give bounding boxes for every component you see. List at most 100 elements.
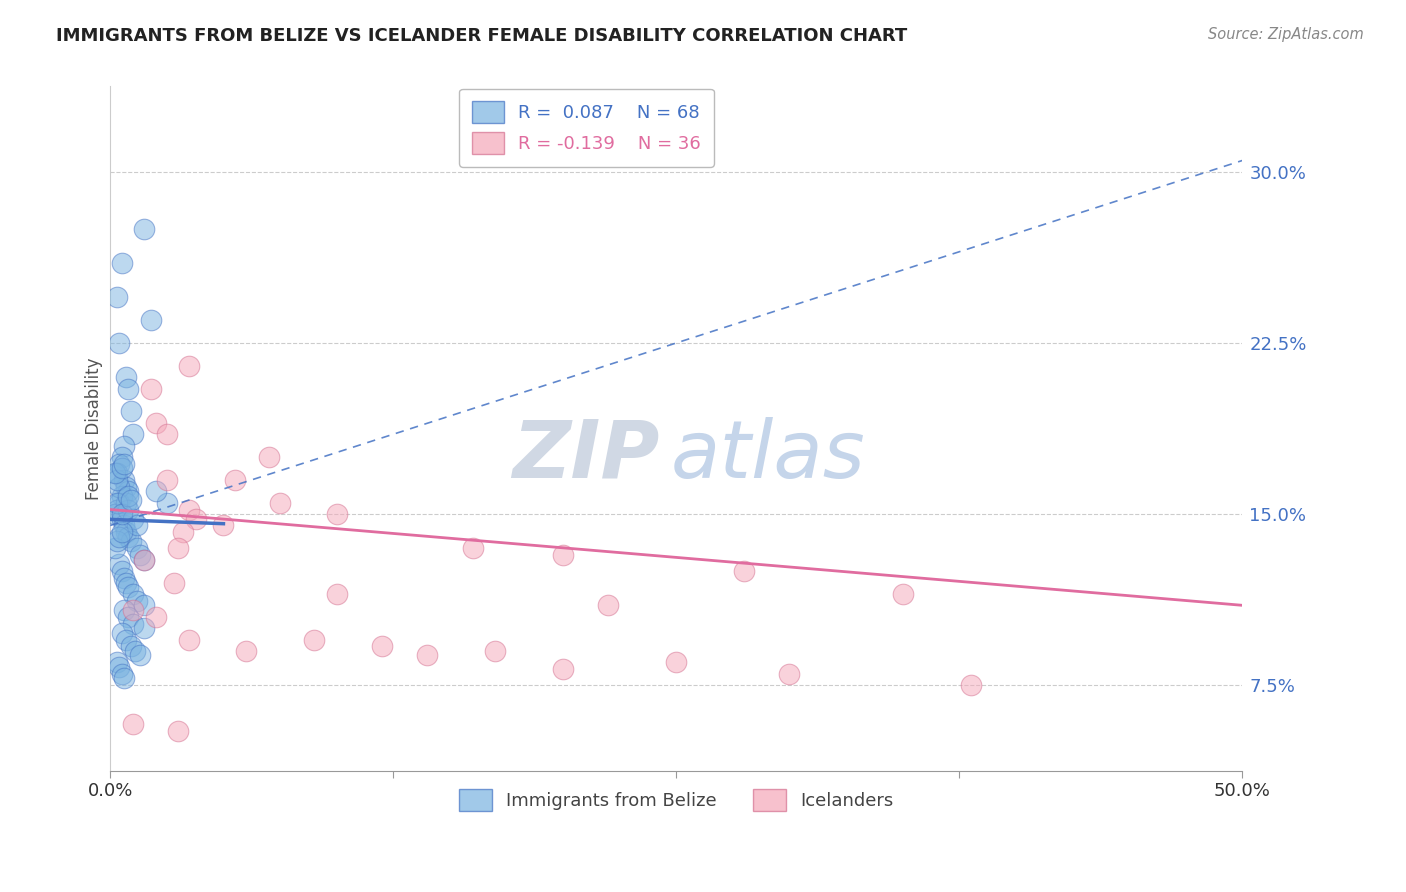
- Point: [110, 507, 132, 521]
- Point: [134, 621, 156, 635]
- Point: [179, 359, 201, 373]
- Point: [120, 534, 142, 549]
- Point: [117, 609, 139, 624]
- Point: [112, 671, 135, 685]
- Point: [112, 439, 135, 453]
- Point: [235, 644, 257, 658]
- Point: [110, 461, 132, 475]
- Point: [224, 473, 246, 487]
- Point: [139, 313, 162, 327]
- Point: [112, 457, 135, 471]
- Point: [115, 370, 138, 384]
- Point: [110, 450, 132, 464]
- Text: atlas: atlas: [671, 417, 865, 495]
- Point: [551, 662, 574, 676]
- Point: [127, 541, 149, 556]
- Text: IMMIGRANTS FROM BELIZE VS ICELANDER FEMALE DISABILITY CORRELATION CHART: IMMIGRANTS FROM BELIZE VS ICELANDER FEMA…: [56, 27, 907, 45]
- Point: [120, 493, 142, 508]
- Point: [179, 632, 201, 647]
- Point: [134, 552, 156, 566]
- Point: [108, 457, 131, 471]
- Point: [110, 511, 132, 525]
- Point: [110, 489, 132, 503]
- Point: [891, 587, 914, 601]
- Point: [139, 382, 162, 396]
- Point: [117, 530, 139, 544]
- Point: [110, 564, 132, 578]
- Point: [551, 548, 574, 562]
- Point: [117, 489, 139, 503]
- Point: [167, 723, 190, 738]
- Point: [128, 648, 150, 663]
- Point: [484, 644, 506, 658]
- Point: [108, 558, 131, 572]
- Point: [110, 256, 132, 270]
- Point: [115, 632, 138, 647]
- Point: [105, 534, 128, 549]
- Point: [134, 599, 156, 613]
- Point: [117, 382, 139, 396]
- Point: [416, 648, 439, 663]
- Point: [117, 502, 139, 516]
- Point: [325, 587, 347, 601]
- Point: [371, 640, 394, 654]
- Point: [162, 575, 184, 590]
- Point: [105, 656, 128, 670]
- Point: [105, 496, 128, 510]
- Point: [959, 678, 981, 692]
- Point: [112, 518, 135, 533]
- Point: [461, 541, 484, 556]
- Point: [104, 541, 127, 556]
- Point: [105, 502, 128, 516]
- Point: [117, 484, 139, 499]
- Point: [665, 656, 688, 670]
- Point: [212, 518, 235, 533]
- Point: [733, 564, 755, 578]
- Text: ZIP: ZIP: [512, 417, 659, 495]
- Point: [122, 587, 145, 601]
- Point: [598, 599, 620, 613]
- Point: [134, 222, 156, 236]
- Point: [122, 717, 145, 731]
- Point: [105, 466, 128, 480]
- Point: [120, 640, 142, 654]
- Point: [115, 525, 138, 540]
- Point: [172, 525, 194, 540]
- Point: [127, 593, 149, 607]
- Point: [156, 427, 179, 442]
- Point: [145, 416, 167, 430]
- Point: [108, 660, 131, 674]
- Point: [108, 336, 131, 351]
- Point: [179, 502, 201, 516]
- Point: [117, 580, 139, 594]
- Point: [257, 450, 280, 464]
- Point: [110, 525, 132, 540]
- Point: [122, 427, 145, 442]
- Point: [145, 609, 167, 624]
- Point: [127, 518, 149, 533]
- Point: [110, 666, 132, 681]
- Point: [104, 507, 127, 521]
- Point: [120, 404, 142, 418]
- Point: [104, 466, 127, 480]
- Point: [112, 571, 135, 585]
- Point: [105, 473, 128, 487]
- Point: [115, 480, 138, 494]
- Point: [122, 511, 145, 525]
- Point: [108, 496, 131, 510]
- Point: [108, 530, 131, 544]
- Point: [110, 625, 132, 640]
- Point: [112, 473, 135, 487]
- Point: [124, 644, 146, 658]
- Text: Source: ZipAtlas.com: Source: ZipAtlas.com: [1208, 27, 1364, 42]
- Point: [325, 507, 347, 521]
- Point: [122, 603, 145, 617]
- Point: [156, 473, 179, 487]
- Point: [115, 575, 138, 590]
- Legend: Immigrants from Belize, Icelanders: Immigrants from Belize, Icelanders: [447, 776, 905, 823]
- Point: [115, 496, 138, 510]
- Point: [122, 616, 145, 631]
- Point: [186, 511, 208, 525]
- Point: [128, 548, 150, 562]
- Point: [145, 484, 167, 499]
